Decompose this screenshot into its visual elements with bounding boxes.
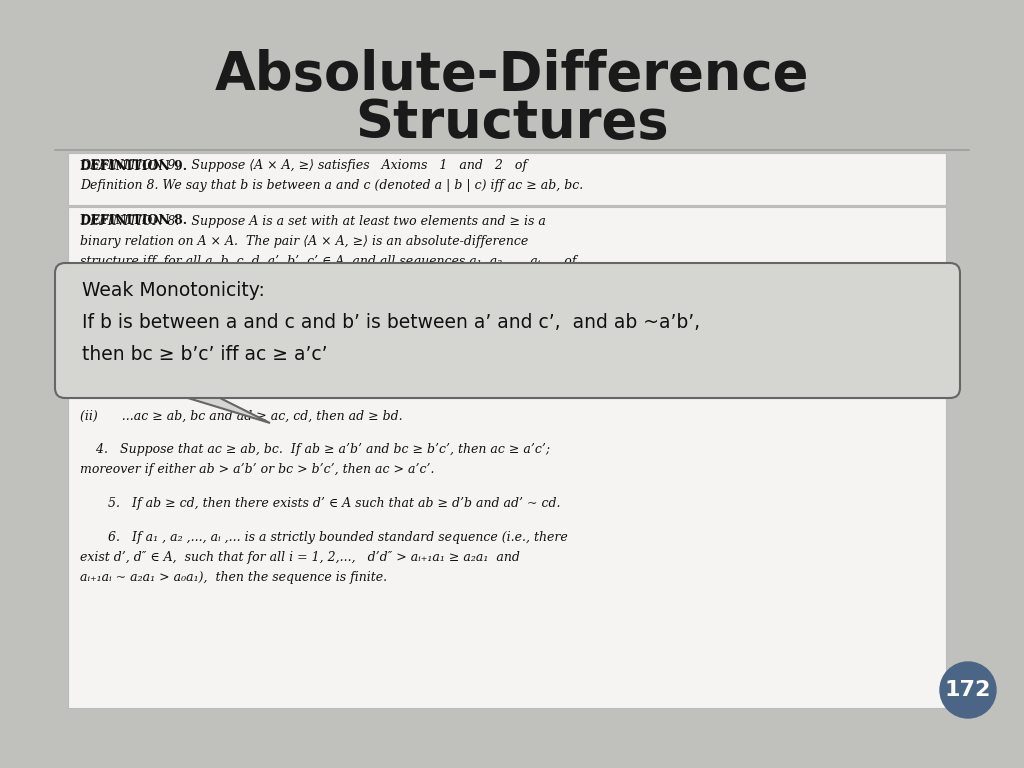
Text: moreover if either ab > a’b’ or bc > b’c’, then ac > a’c’.: moreover if either ab > a’b’ or bc > b’c…: [80, 464, 434, 476]
Text: DEFINITION 9.   Suppose ⟨A × A, ≥⟩ satisfies   Axioms   1   and   2   of: DEFINITION 9. Suppose ⟨A × A, ≥⟩ satisfi…: [80, 160, 527, 173]
Polygon shape: [155, 388, 270, 423]
Text: DEFINITION 9.: DEFINITION 9.: [80, 160, 187, 173]
Text: Definition 8. We say that b is between a and c (denoted a | b | c) iff ac ≥ ab, : Definition 8. We say that b is between a…: [80, 180, 584, 193]
Text: then bc ≥ b’c’ iff ac ≥ a’c’: then bc ≥ b’c’ iff ac ≥ a’c’: [82, 346, 328, 365]
Text: Absolute-Difference: Absolute-Difference: [215, 49, 809, 101]
FancyBboxPatch shape: [68, 153, 946, 205]
Text: If b is between a and c and b’ is between a’ and c’,  and ab ~a’b’,: If b is between a and c and b’ is betwee…: [82, 313, 700, 333]
Text: 6.   If a₁ , a₂ ,..., aᵢ ,... is a strictly bounded standard sequence (i.e., the: 6. If a₁ , a₂ ,..., aᵢ ,... is a strictl…: [80, 531, 567, 545]
FancyBboxPatch shape: [55, 263, 961, 398]
Text: DEFINITION 8.   Suppose A is a set with at least two elements and ≥ is a: DEFINITION 8. Suppose A is a set with at…: [80, 214, 546, 227]
Text: aᵢ₊₁aᵢ ~ a₂a₁ > a₀a₁),  then the sequence is finite.: aᵢ₊₁aᵢ ~ a₂a₁ > a₀a₁), then the sequence…: [80, 571, 387, 584]
Text: Structures: Structures: [355, 97, 669, 149]
Text: Weak Monotonicity:: Weak Monotonicity:: [82, 282, 265, 300]
Text: 4.   Suppose that ac ≥ ab, bc.  If ab ≥ a’b’ and bc ≥ b’c’, then ac ≥ a’c’;: 4. Suppose that ac ≥ ab, bc. If ab ≥ a’b…: [80, 443, 550, 456]
Text: 172: 172: [945, 680, 991, 700]
Text: exist d’, d″ ∈ A,  such that for all i = 1, 2,...,   d’d″ > aᵢ₊₁a₁ ≥ a₂a₁  and: exist d’, d″ ∈ A, such that for all i = …: [80, 551, 520, 564]
Text: structure iff, for all a, b, c, d, a’, b’, c’ ∈ A, and all sequences a₁, a₂ ,...: structure iff, for all a, b, c, d, a’, b…: [80, 254, 577, 267]
Text: (ii)      ...ac ≥ ab, bc and ad ≥ ac, cd, then ad ≥ bd.: (ii) ...ac ≥ ab, bc and ad ≥ ac, cd, the…: [80, 409, 402, 422]
Circle shape: [940, 662, 996, 718]
FancyBboxPatch shape: [68, 398, 946, 708]
FancyBboxPatch shape: [68, 207, 946, 305]
Text: 5.   If ab ≥ cd, then there exists d’ ∈ A such that ab ≥ d’b and ad’ ~ cd.: 5. If ab ≥ cd, then there exists d’ ∈ A …: [80, 498, 560, 511]
Text: binary relation on A × A.  The pair ⟨A × A, ≥⟩ is an absolute-difference: binary relation on A × A. The pair ⟨A × …: [80, 234, 528, 247]
Text: DEFINITION 8.: DEFINITION 8.: [80, 214, 187, 227]
